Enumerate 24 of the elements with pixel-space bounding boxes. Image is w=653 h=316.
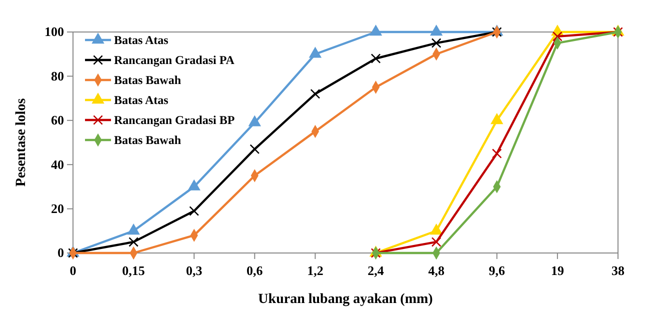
y-tick-label: 0: [58, 245, 64, 260]
x-tick-label: 9,6: [488, 263, 506, 278]
y-tick-label: 60: [51, 112, 64, 128]
x-tick-label: 19: [550, 263, 564, 278]
x-tick-label: 0,6: [246, 263, 264, 278]
y-tick-label: 40: [51, 156, 64, 172]
y-tick-label: 20: [51, 200, 64, 216]
y-tick-label: 100: [44, 24, 64, 40]
x-tick-label: 0,15: [122, 263, 146, 278]
legend-label: Batas Atas: [114, 93, 169, 107]
legend-label: Rancangan Gradasi PA: [114, 53, 235, 67]
x-tick-label: 1,2: [307, 263, 324, 278]
x-tick-label: 2,4: [368, 263, 384, 278]
x-axis-title: Ukuran lubang ayakan (mm): [258, 292, 434, 307]
y-axis-title: Pesentase lolos: [14, 98, 29, 187]
x-tick-label: 4,8: [428, 263, 445, 278]
x-tick-label: 0: [70, 263, 76, 278]
legend-label: Rancangan Gradasi BP: [114, 113, 235, 127]
x-tick-label: 0,3: [186, 263, 203, 278]
x-tick-label: 38: [612, 263, 625, 278]
legend-label: Batas Bawah: [114, 73, 182, 87]
y-tick-label: 80: [51, 68, 64, 84]
legend-label: Batas Bawah: [114, 133, 182, 147]
legend-label: Batas Atas: [114, 33, 169, 47]
